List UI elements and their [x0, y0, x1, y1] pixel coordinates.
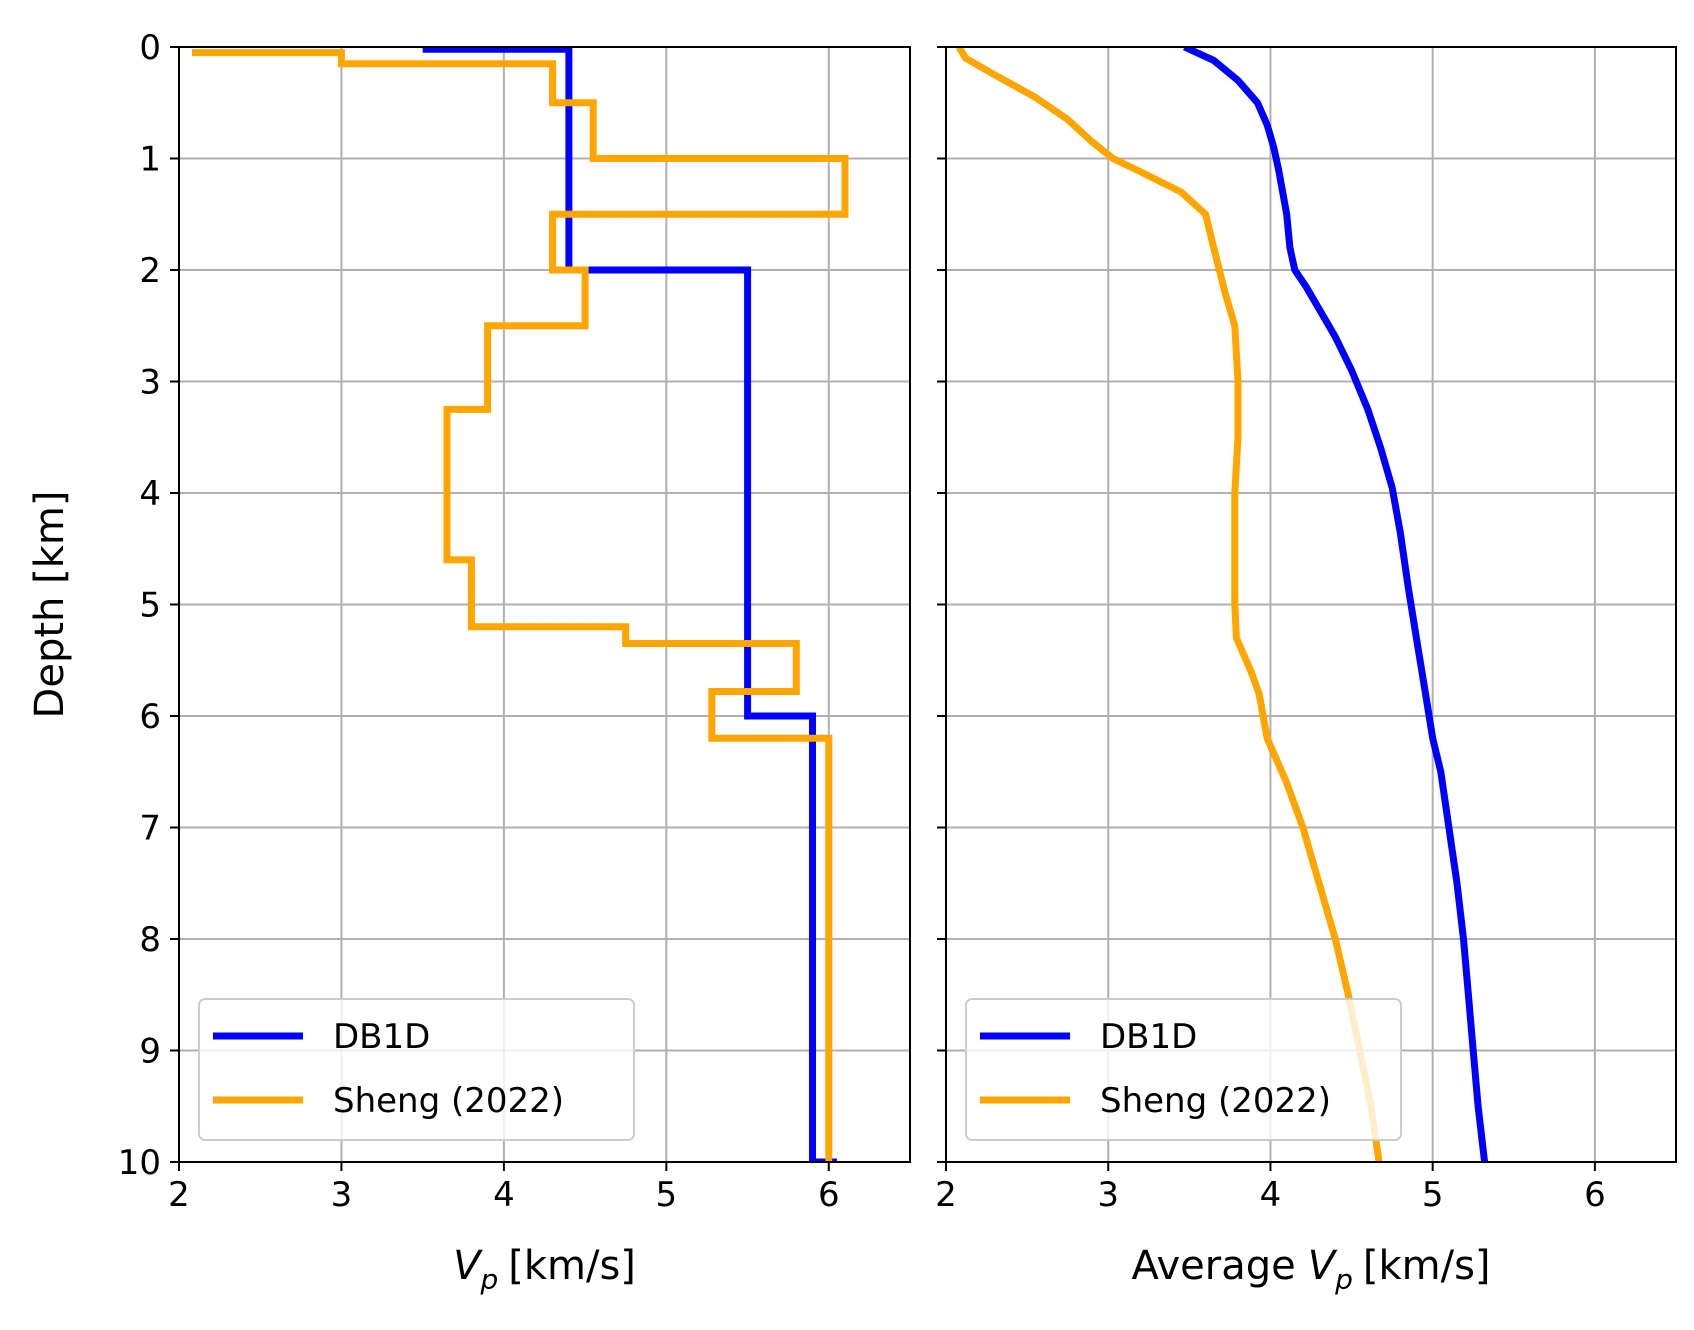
- left-ylabel: Depth [km]: [27, 491, 73, 719]
- left-panel: 2 3 4 5 6 0 1 2 3 4 5 6 7 8 9 10 DB1D Sheng (2022) Vp [km…: [27, 28, 911, 1296]
- right-series-lines: [955, 47, 1489, 1162]
- legend-box: [965, 998, 1402, 1141]
- left-ticks: 2 3 4 5 6 0 1 2 3 4 5 6 7 8 9 10: [118, 28, 840, 1215]
- series-line: [955, 47, 1383, 1162]
- y-tick-label: 9: [139, 1032, 161, 1072]
- y-tick-label: 6: [139, 697, 161, 737]
- series-line: [192, 49, 849, 1162]
- x-tick-label: 4: [493, 1175, 515, 1215]
- y-tick-label: 5: [139, 586, 161, 626]
- y-tick-label: 7: [139, 809, 161, 849]
- legend-box: [198, 998, 635, 1141]
- left-xlabel: Vp [km/s]: [453, 1243, 636, 1296]
- y-tick-label: 10: [118, 1143, 161, 1183]
- y-tick-label: 8: [139, 920, 161, 960]
- y-tick-label: 4: [139, 474, 161, 514]
- left-legend: DB1D Sheng (2022): [198, 998, 635, 1141]
- x-tick-label: 3: [1097, 1175, 1119, 1215]
- series-line: [1183, 47, 1489, 1162]
- y-tick-label: 1: [139, 140, 161, 180]
- x-tick-label: 6: [818, 1175, 840, 1215]
- y-tick-label: 0: [139, 28, 161, 68]
- legend-label: Sheng (2022): [1100, 1081, 1331, 1121]
- series-line: [422, 47, 837, 1162]
- x-tick-label: 2: [935, 1175, 957, 1215]
- x-tick-label: 2: [168, 1175, 190, 1215]
- x-tick-label: 3: [331, 1175, 353, 1215]
- x-tick-label: 6: [1584, 1175, 1606, 1215]
- right-grid: [945, 46, 1676, 1163]
- x-tick-label: 5: [1422, 1175, 1444, 1215]
- x-tick-label: 4: [1260, 1175, 1282, 1215]
- legend-label: DB1D: [1100, 1017, 1197, 1057]
- right-ticks: 2 3 4 5 6: [935, 46, 1606, 1215]
- x-tick-label: 5: [656, 1175, 678, 1215]
- left-series-lines: [192, 47, 849, 1162]
- legend-label: DB1D: [333, 1017, 430, 1057]
- legend-label: Sheng (2022): [333, 1081, 564, 1121]
- y-tick-label: 3: [139, 363, 161, 403]
- y-tick-label: 2: [139, 251, 161, 291]
- right-legend: DB1D Sheng (2022): [965, 998, 1402, 1141]
- right-panel: 2 3 4 5 6 DB1D Sheng (2022) Average Vp [km/s]: [935, 46, 1677, 1296]
- right-xlabel: Average Vp [km/s]: [1131, 1243, 1490, 1296]
